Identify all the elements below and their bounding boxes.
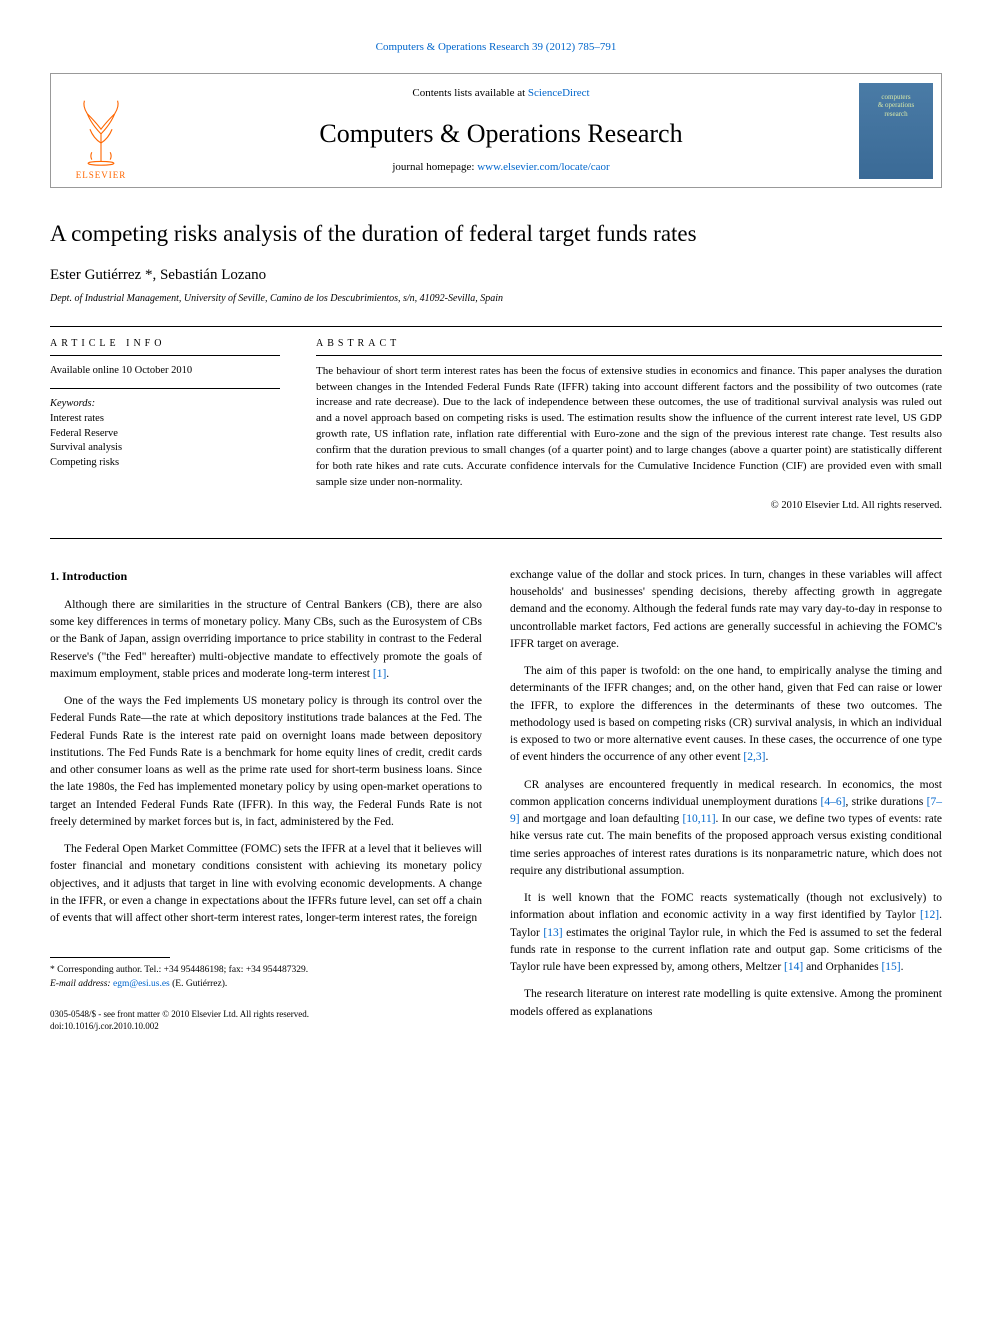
body-text: and mortgage and loan defaulting xyxy=(520,813,683,825)
email-link[interactable]: egm@esi.us.es xyxy=(113,979,170,989)
elsevier-logo-block: ELSEVIER xyxy=(51,74,151,187)
body-text: and Orphanides xyxy=(803,961,881,973)
elsevier-tree-icon xyxy=(72,97,130,167)
email-label: E-mail address: xyxy=(50,979,113,989)
citation-link[interactable]: Computers & Operations Research 39 (2012… xyxy=(376,41,617,53)
header-center: Contents lists available at ScienceDirec… xyxy=(151,74,851,187)
body-paragraph: The aim of this paper is twofold: on the… xyxy=(510,663,942,767)
body-paragraph: One of the ways the Fed implements US mo… xyxy=(50,693,482,831)
abstract-copyright: © 2010 Elsevier Ltd. All rights reserved… xyxy=(316,499,942,514)
body-text: . xyxy=(386,668,389,680)
journal-cover-block: computers & operations research xyxy=(851,74,941,187)
ref-link[interactable]: [14] xyxy=(784,961,803,973)
ref-link[interactable]: [1] xyxy=(373,668,386,680)
elsevier-wordmark: ELSEVIER xyxy=(76,169,127,182)
abstract-block: abstract The behaviour of short term int… xyxy=(316,337,942,514)
article-info-label: article info xyxy=(50,337,280,351)
body-paragraph: CR analyses are encountered frequently i… xyxy=(510,777,942,881)
section-1-heading: 1. Introduction xyxy=(50,567,482,585)
front-matter-line: 0305-0548/$ - see front matter © 2010 El… xyxy=(50,1009,482,1021)
keywords-label: Keywords: xyxy=(50,397,280,412)
page: Computers & Operations Research 39 (2012… xyxy=(0,0,992,1072)
body-text: It is well known that the FOMC reacts sy… xyxy=(510,892,942,921)
ref-link[interactable]: [13] xyxy=(543,927,562,939)
divider xyxy=(50,326,942,327)
body-text: . xyxy=(765,751,768,763)
doi-line: doi:10.1016/j.cor.2010.10.002 xyxy=(50,1021,482,1033)
abstract-text: The behaviour of short term interest rat… xyxy=(316,364,942,492)
article-title: A competing risks analysis of the durati… xyxy=(50,218,942,250)
keyword: Competing risks xyxy=(50,456,280,471)
column-right: exchange value of the dollar and stock p… xyxy=(510,567,942,1032)
body-divider xyxy=(50,538,942,539)
body-columns: 1. Introduction Although there are simil… xyxy=(50,567,942,1032)
cover-line3: research xyxy=(884,110,907,118)
body-paragraph: The research literature on interest rate… xyxy=(510,986,942,1021)
ref-link[interactable]: [12] xyxy=(920,909,939,921)
contents-prefix: Contents lists available at xyxy=(412,87,527,99)
homepage-line: journal homepage: www.elsevier.com/locat… xyxy=(392,160,609,175)
affiliation: Dept. of Industrial Management, Universi… xyxy=(50,292,942,306)
contents-line: Contents lists available at ScienceDirec… xyxy=(412,86,589,101)
body-text: Although there are similarities in the s… xyxy=(50,599,482,680)
ref-link[interactable]: [4–6] xyxy=(821,796,846,808)
ref-link[interactable]: [10,11] xyxy=(682,813,715,825)
keyword: Survival analysis xyxy=(50,441,280,456)
email-note: E-mail address: egm@esi.us.es (E. Gutiér… xyxy=(50,978,482,991)
homepage-link[interactable]: www.elsevier.com/locate/caor xyxy=(477,161,609,173)
body-text: , strike durations xyxy=(845,796,926,808)
meta-row: article info Available online 10 October… xyxy=(50,337,942,514)
authors-line: Ester Gutiérrez *, Sebastián Lozano xyxy=(50,265,942,286)
column-left: 1. Introduction Although there are simil… xyxy=(50,567,482,1032)
body-paragraph: It is well known that the FOMC reacts sy… xyxy=(510,890,942,976)
available-online: Available online 10 October 2010 xyxy=(50,364,280,379)
footnote-separator xyxy=(50,957,170,958)
keyword: Federal Reserve xyxy=(50,427,280,442)
corresponding-author-note: * Corresponding author. Tel.: +34 954486… xyxy=(50,964,482,977)
journal-header-box: ELSEVIER Contents lists available at Sci… xyxy=(50,73,942,188)
article-info-block: article info Available online 10 October… xyxy=(50,337,280,514)
ref-link[interactable]: [15] xyxy=(881,961,900,973)
body-paragraph: Although there are similarities in the s… xyxy=(50,597,482,683)
keyword: Interest rates xyxy=(50,412,280,427)
body-text: . xyxy=(901,961,904,973)
email-who: (E. Gutiérrez). xyxy=(170,979,228,989)
ref-link[interactable]: [2,3] xyxy=(743,751,765,763)
homepage-prefix: journal homepage: xyxy=(392,161,477,173)
sciencedirect-link[interactable]: ScienceDirect xyxy=(528,87,590,99)
journal-name: Computers & Operations Research xyxy=(319,116,682,152)
body-paragraph: exchange value of the dollar and stock p… xyxy=(510,567,942,653)
body-paragraph: The Federal Open Market Committee (FOMC)… xyxy=(50,841,482,927)
journal-cover-icon: computers & operations research xyxy=(859,83,933,179)
header-citation: Computers & Operations Research 39 (2012… xyxy=(50,40,942,55)
cover-line1: computers xyxy=(881,93,910,101)
body-text: The aim of this paper is twofold: on the… xyxy=(510,665,942,763)
cover-line2: & operations xyxy=(878,101,914,109)
abstract-label: abstract xyxy=(316,337,942,351)
